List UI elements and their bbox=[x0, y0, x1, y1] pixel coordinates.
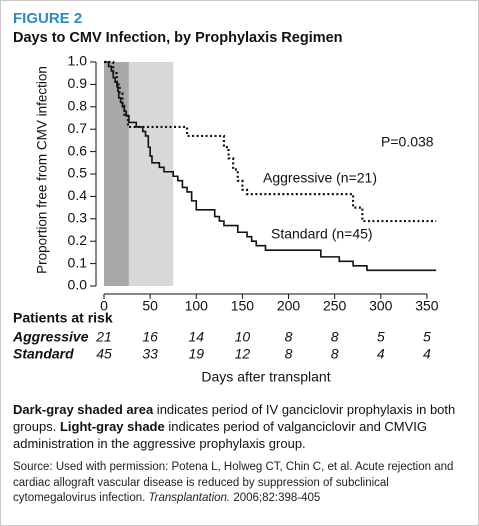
chart: FIGURE 2 Days to CMV Infection, by Proph… bbox=[12, 10, 439, 385]
x-tick-label: 50 bbox=[142, 298, 158, 314]
text-run: 2006;82:398-405 bbox=[230, 492, 321, 504]
y-tick-label: 0.2 bbox=[68, 232, 88, 248]
x-tick-label: 350 bbox=[415, 298, 439, 314]
risk-count: 45 bbox=[96, 346, 112, 362]
series-label: Aggressive (n=21) bbox=[263, 170, 377, 186]
text-run: indicates period of valganciclovir and C… bbox=[13, 419, 428, 451]
source: Source: Used with permission: Potena L, … bbox=[13, 460, 465, 507]
survival-curve bbox=[104, 60, 437, 223]
risk-count: 8 bbox=[331, 329, 339, 345]
y-tick-label: 0.8 bbox=[68, 98, 88, 114]
shaded-region bbox=[104, 62, 129, 286]
risk-count: 10 bbox=[235, 329, 251, 345]
risk-count: 33 bbox=[142, 346, 158, 362]
risk-count: 4 bbox=[423, 346, 431, 362]
x-tick-label: 100 bbox=[185, 298, 209, 314]
text-run: Source: Used with permission: Potena L, … bbox=[13, 461, 454, 504]
x-tick-label: 250 bbox=[323, 298, 347, 314]
y-tick-label: 0.3 bbox=[68, 210, 88, 226]
x-tick-label: 200 bbox=[277, 298, 301, 314]
y-tick-label: 0.9 bbox=[68, 75, 88, 91]
y-tick-label: 0.7 bbox=[68, 120, 88, 136]
annotation: P=0.038 bbox=[381, 134, 434, 150]
risk-count: 5 bbox=[423, 329, 431, 345]
y-axis-label: Proportion free from CMV infection bbox=[35, 66, 50, 274]
survival-curve bbox=[104, 61, 437, 272]
risk-count: 8 bbox=[331, 346, 339, 362]
risk-count: 14 bbox=[188, 329, 204, 345]
text-run: indicates period of IV ganciclovir proph… bbox=[13, 402, 456, 434]
x-tick-label: 0 bbox=[100, 298, 108, 314]
risk-count: 5 bbox=[377, 329, 385, 345]
text-run: Dark-gray shaded area bbox=[13, 402, 154, 417]
figure-title: Days to CMV Infection, by Prophylaxis Re… bbox=[13, 30, 343, 46]
risk-row-label: Aggressive bbox=[12, 329, 89, 345]
text-run: Light-gray shade bbox=[59, 419, 165, 434]
risk-count: 21 bbox=[95, 329, 112, 345]
y-tick-label: 0.0 bbox=[68, 277, 88, 293]
x-axis-label: Days after transplant bbox=[201, 369, 330, 385]
risk-count: 19 bbox=[188, 346, 204, 362]
y-tick-label: 0.1 bbox=[68, 254, 88, 270]
risk-count: 12 bbox=[235, 346, 251, 362]
risk-count: 8 bbox=[285, 329, 293, 345]
caption: Dark-gray shaded area indicates period o… bbox=[13, 401, 465, 452]
y-tick-label: 1.0 bbox=[68, 53, 88, 69]
risk-table-title: Patients at risk bbox=[13, 310, 113, 326]
shaded-region bbox=[128, 62, 174, 286]
x-tick-label: 300 bbox=[369, 298, 393, 314]
figure-label: FIGURE 2 bbox=[13, 10, 82, 27]
y-tick-label: 0.6 bbox=[68, 142, 88, 158]
risk-count: 16 bbox=[142, 329, 158, 345]
y-tick-label: 0.5 bbox=[68, 165, 88, 181]
text-run: Transplantation. bbox=[148, 492, 231, 504]
x-tick-label: 150 bbox=[231, 298, 255, 314]
risk-row-label: Standard bbox=[13, 346, 74, 362]
risk-count: 8 bbox=[285, 346, 293, 362]
y-tick-label: 0.4 bbox=[68, 187, 88, 203]
risk-count: 4 bbox=[377, 346, 385, 362]
series-label: Standard (n=45) bbox=[271, 226, 373, 242]
